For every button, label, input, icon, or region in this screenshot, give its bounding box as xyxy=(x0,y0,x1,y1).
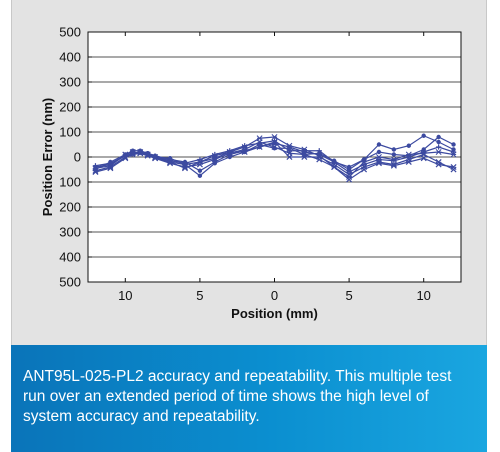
data-point xyxy=(286,153,293,161)
data-point xyxy=(242,143,248,149)
data-point xyxy=(376,149,382,155)
data-point xyxy=(272,146,277,151)
data-point xyxy=(391,147,397,152)
data-point xyxy=(182,162,188,167)
data-point xyxy=(435,158,442,166)
x-tick-label: 10 xyxy=(416,288,430,303)
x-axis-title: Position (mm) xyxy=(231,306,318,321)
y-tick-label: 400 xyxy=(59,250,81,265)
data-point xyxy=(122,155,129,162)
data-point xyxy=(152,155,159,162)
caption-text: ANT95L-025-PL2 accuracy and repeatabilit… xyxy=(23,368,452,425)
y-tick-label: 200 xyxy=(59,100,81,115)
data-point xyxy=(451,142,456,147)
figure-caption: ANT95L-025-PL2 accuracy and repeatabilit… xyxy=(11,345,487,452)
y-tick-label: 200 xyxy=(59,200,81,215)
data-point xyxy=(196,158,203,166)
data-point xyxy=(129,150,136,157)
data-point xyxy=(420,151,427,158)
position-error-chart: 500 400 300 200 100 0 100 200 300 400 500 10 5 0 5 10 Po… xyxy=(40,25,462,321)
data-point xyxy=(137,148,144,156)
data-point xyxy=(360,163,368,171)
data-point xyxy=(226,148,233,156)
data-point xyxy=(421,133,426,138)
data-point xyxy=(144,151,151,158)
data-point xyxy=(346,176,353,183)
x-tick-label: 5 xyxy=(196,288,203,303)
data-point xyxy=(271,134,278,140)
y-tick-label: 100 xyxy=(59,175,81,190)
y-tick-label: 0 xyxy=(74,150,81,165)
data-point xyxy=(346,167,352,172)
data-point xyxy=(405,156,412,163)
data-point xyxy=(167,156,173,161)
y-tick-label: 500 xyxy=(59,275,81,290)
data-point xyxy=(436,139,441,145)
y-tick-label: 300 xyxy=(59,225,81,240)
data-point xyxy=(108,159,113,165)
data-point xyxy=(241,148,248,156)
data-point xyxy=(346,171,353,178)
data-point xyxy=(435,149,442,155)
data-point xyxy=(212,161,218,166)
data-point xyxy=(211,155,218,162)
data-point xyxy=(451,147,456,152)
data-point xyxy=(181,165,189,172)
data-point xyxy=(256,143,263,151)
y-tick-label: 100 xyxy=(59,125,81,140)
data-point xyxy=(331,158,337,163)
data-point xyxy=(391,152,397,157)
y-tick-label: 300 xyxy=(59,75,81,90)
data-point xyxy=(331,161,338,168)
data-point xyxy=(287,146,292,151)
data-point xyxy=(376,142,382,147)
data-point xyxy=(301,153,308,161)
data-point xyxy=(271,138,278,146)
data-point xyxy=(375,158,382,166)
data-point xyxy=(390,161,397,168)
data-point xyxy=(317,151,322,156)
data-point xyxy=(436,134,441,140)
chart-panel: 500 400 300 200 100 0 100 200 300 400 500 10 5 0 5 10 Po… xyxy=(12,0,486,345)
data-point xyxy=(212,151,218,158)
y-tick-label: 400 xyxy=(59,50,81,65)
data-point xyxy=(316,153,323,161)
data-point xyxy=(92,168,99,176)
data-point xyxy=(107,165,114,172)
data-point xyxy=(436,144,442,150)
data-point xyxy=(375,160,382,167)
data-point xyxy=(167,158,174,166)
data-point xyxy=(197,173,203,178)
data-point xyxy=(391,158,397,164)
data-point xyxy=(361,157,367,162)
y-tick-label: 500 xyxy=(59,25,81,40)
x-tick-label: 5 xyxy=(345,288,352,303)
x-tick-label: 10 xyxy=(118,288,132,303)
y-axis-title: Position Error (nm) xyxy=(40,98,55,216)
data-point xyxy=(406,143,411,148)
data-point xyxy=(123,152,128,157)
data-point xyxy=(227,154,232,160)
data-point xyxy=(450,166,457,173)
x-tick-label: 0 xyxy=(271,288,278,303)
data-point xyxy=(197,168,203,173)
